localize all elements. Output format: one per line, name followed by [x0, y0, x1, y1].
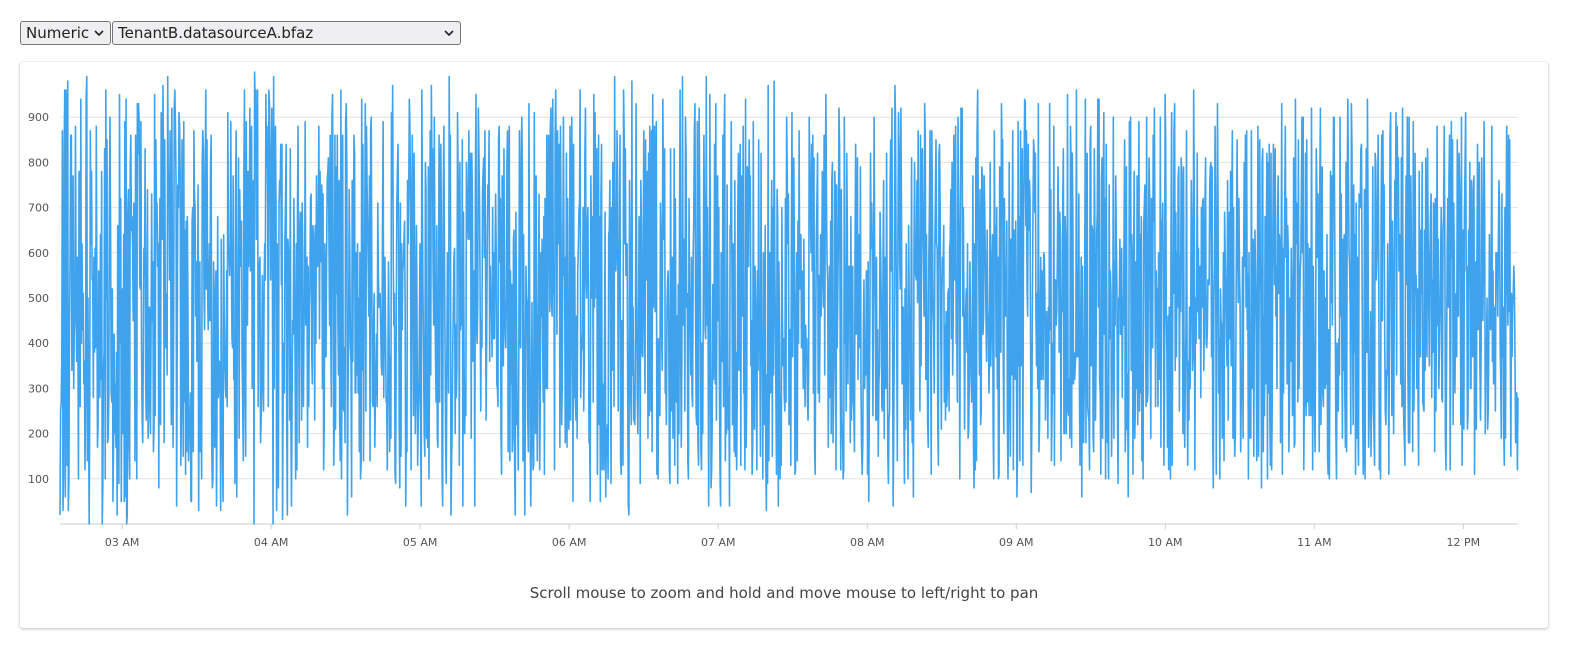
series-line: [59, 71, 1519, 525]
zoom-pan-hint: Scroll mouse to zoom and hold and move m…: [529, 584, 1039, 602]
chevron-down-icon: [444, 30, 454, 37]
x-tick-label: 12 PM: [1447, 536, 1481, 549]
type-select[interactable]: Numeric: [20, 21, 111, 45]
y-tick-label: 900: [28, 111, 49, 124]
x-axis: 03 AM 04 AM 05 AM 06 AM 07 AM 08 AM 09 AM 10 AM…: [60, 523, 1518, 549]
y-tick-label: 300: [28, 382, 49, 395]
x-tick-label: 03 AM: [105, 536, 140, 549]
x-tick-label: 05 AM: [403, 536, 438, 549]
x-tick-label: 06 AM: [552, 536, 587, 549]
chevron-down-icon: [94, 30, 104, 37]
x-tick-label: 04 AM: [254, 536, 289, 549]
line-chart[interactable]: 100 200 300 400 500 600 700 800 900 03 AM 04 AM 05…: [20, 62, 1548, 572]
x-tick-label: 07 AM: [701, 536, 736, 549]
type-select-value: Numeric: [26, 24, 90, 42]
y-tick-label: 600: [28, 247, 49, 260]
datasource-select-value: TenantB.datasourceA.bfaz: [118, 24, 314, 42]
datasource-select[interactable]: TenantB.datasourceA.bfaz: [112, 21, 461, 45]
chart-card: 100 200 300 400 500 600 700 800 900 03 AM 04 AM 05…: [20, 62, 1548, 628]
y-tick-label: 400: [28, 337, 49, 350]
y-axis: 100 200 300 400 500 600 700 800 900: [28, 111, 49, 486]
y-tick-label: 800: [28, 156, 49, 169]
series-layer: [59, 71, 1519, 525]
y-tick-label: 700: [28, 202, 49, 215]
y-tick-label: 500: [28, 292, 49, 305]
y-tick-label: 100: [28, 473, 49, 486]
y-tick-label: 200: [28, 428, 49, 441]
x-tick-label: 11 AM: [1297, 536, 1332, 549]
x-tick-label: 09 AM: [999, 536, 1034, 549]
x-tick-label: 10 AM: [1148, 536, 1183, 549]
x-tick-label: 08 AM: [850, 536, 885, 549]
